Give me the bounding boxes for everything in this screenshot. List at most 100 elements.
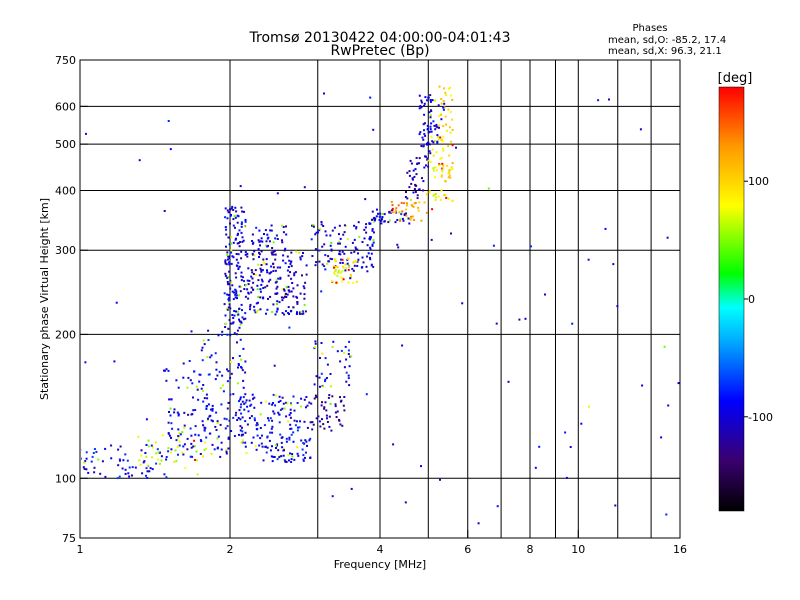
data-point	[249, 404, 252, 407]
data-point	[345, 358, 348, 361]
data-point	[331, 258, 334, 261]
data-point	[348, 340, 351, 343]
data-point	[275, 279, 278, 281]
data-point	[239, 185, 242, 188]
data-point	[241, 369, 244, 372]
data-point	[415, 157, 418, 159]
data-point	[254, 311, 257, 314]
data-point	[369, 236, 372, 238]
data-point	[424, 96, 427, 99]
data-point	[303, 398, 306, 401]
data-point	[416, 197, 419, 200]
data-point	[320, 372, 323, 375]
data-point	[241, 400, 244, 403]
data-point	[182, 453, 185, 456]
data-point	[290, 458, 293, 461]
data-point	[608, 98, 610, 101]
data-point	[275, 293, 278, 295]
data-point	[231, 255, 234, 258]
data-point	[257, 248, 260, 251]
data-point	[236, 297, 238, 300]
data-point	[240, 271, 243, 274]
data-point	[258, 256, 260, 258]
data-point	[284, 294, 287, 297]
data-point	[270, 224, 273, 227]
data-point	[450, 94, 452, 97]
data-point	[331, 346, 334, 348]
data-point	[364, 226, 367, 229]
data-point	[373, 231, 375, 234]
data-point	[227, 437, 230, 440]
data-point	[242, 379, 245, 382]
data-point	[252, 281, 255, 284]
data-point	[236, 264, 239, 267]
data-point	[227, 436, 230, 439]
data-point	[443, 106, 446, 109]
data-point	[415, 173, 418, 176]
data-point	[146, 464, 149, 467]
data-point	[411, 178, 414, 181]
data-point	[234, 238, 237, 241]
data-point	[426, 127, 429, 130]
data-point	[339, 360, 342, 363]
data-point	[290, 309, 293, 312]
data-point	[292, 306, 295, 309]
x-tick-label: 4	[377, 543, 384, 556]
data-point	[404, 196, 407, 198]
data-point	[410, 182, 413, 185]
data-point	[329, 257, 332, 260]
data-point	[82, 466, 85, 469]
data-point	[604, 227, 607, 230]
data-point	[372, 239, 375, 242]
x-tick-label: 6	[464, 543, 471, 556]
data-point	[244, 312, 247, 315]
data-point	[177, 453, 179, 456]
data-point	[282, 231, 285, 234]
data-point	[249, 303, 252, 306]
data-point	[170, 422, 173, 425]
data-point	[266, 237, 269, 240]
data-point	[251, 393, 254, 396]
data-point	[339, 396, 341, 399]
data-point	[183, 443, 186, 446]
data-point	[312, 224, 315, 227]
data-point	[266, 271, 269, 274]
data-point	[215, 361, 218, 364]
data-point	[225, 418, 228, 421]
data-point	[234, 216, 237, 219]
data-point	[151, 456, 153, 459]
data-point	[356, 265, 359, 267]
data-point	[254, 445, 257, 448]
data-point	[241, 430, 244, 433]
data-point	[431, 140, 434, 143]
data-point	[219, 387, 222, 390]
data-point	[346, 238, 349, 241]
data-point	[353, 250, 356, 253]
data-point	[285, 437, 288, 440]
data-point	[224, 259, 227, 262]
data-point	[117, 448, 120, 451]
data-point	[190, 413, 193, 416]
data-point	[261, 280, 264, 283]
data-point	[371, 210, 374, 213]
data-point	[203, 449, 206, 451]
data-point	[296, 420, 298, 423]
data-point	[266, 308, 269, 311]
data-point	[372, 221, 375, 223]
data-point	[331, 280, 333, 283]
data-point	[293, 419, 296, 422]
data-point	[432, 141, 435, 144]
data-point	[257, 309, 260, 312]
data-point	[323, 265, 326, 268]
x-tick-label: 8	[527, 543, 534, 556]
data-point	[198, 380, 201, 383]
data-point	[266, 233, 269, 236]
data-point	[270, 271, 273, 274]
data-point	[194, 409, 197, 411]
data-point	[571, 322, 574, 325]
data-point	[148, 470, 151, 473]
data-point	[319, 357, 321, 359]
data-point	[224, 260, 227, 263]
data-point	[274, 258, 277, 261]
data-point	[287, 312, 290, 314]
